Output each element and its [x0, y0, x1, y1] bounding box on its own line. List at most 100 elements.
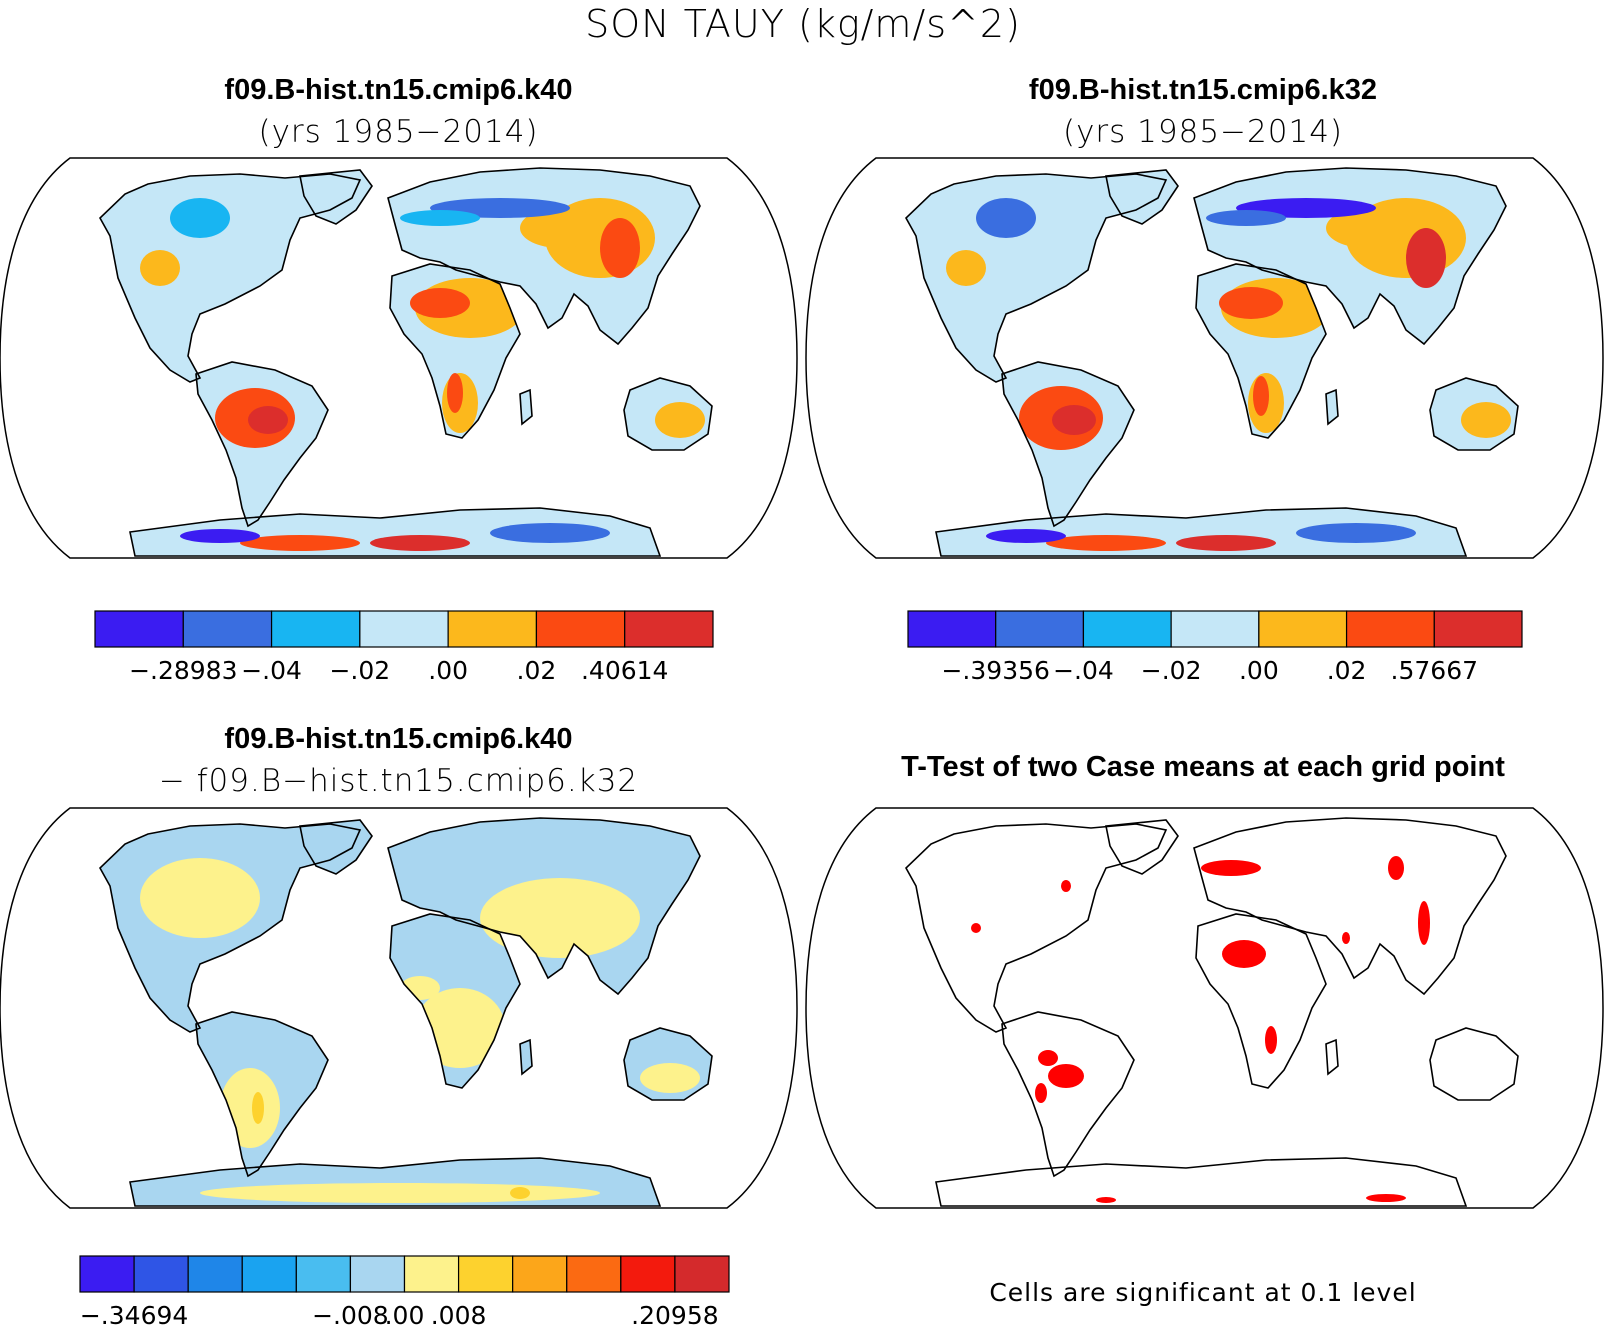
p1-field: [100, 168, 712, 556]
field-patch: [170, 198, 230, 238]
p2-coastlines: [905, 167, 1519, 557]
field-patch: [370, 535, 470, 551]
colorbar-tick-label: .02: [517, 656, 557, 685]
field-patch: [140, 858, 260, 938]
colorbar-swatch: [566, 1255, 622, 1293]
p1-map-border: [0, 157, 798, 559]
colorbar-tick-label: .40614: [581, 656, 668, 685]
colorbar-swatch: [1082, 610, 1172, 648]
field-patch: [1176, 535, 1276, 551]
field-patch: [1201, 860, 1261, 876]
colorbar-tick-label: .00: [1239, 656, 1279, 685]
colorbar-tick-label: −.34694: [80, 1301, 188, 1330]
field-patch: [1418, 901, 1430, 945]
colorbar-swatch: [995, 610, 1085, 648]
coastline-madagascar: [1325, 388, 1339, 426]
panel1-map: [0, 157, 798, 559]
coastline-southAmerica: [195, 1011, 329, 1178]
panel3-subtitle: − f09.B−hist.tn15.cmip6.k32: [158, 763, 639, 799]
colorbar-swatch: [182, 610, 273, 648]
field-patch: [200, 1183, 600, 1203]
p3-map-border: [0, 807, 798, 1209]
field-patch: [1342, 932, 1350, 944]
land-madagascar: [1326, 390, 1338, 424]
colorbar-swatch: [1170, 610, 1260, 648]
panel3-map: [0, 807, 798, 1209]
field-patch: [252, 1092, 264, 1124]
colorbar-swatch: [295, 1255, 352, 1293]
coastline-southAmerica: [1001, 361, 1135, 528]
colorbar-swatch: [270, 610, 361, 648]
figure-title: SON TAUY (kg/m/s^2): [585, 2, 1021, 46]
panel4-title: T-Test of two Case means at each grid po…: [901, 751, 1505, 783]
field-patch: [510, 1187, 530, 1199]
colorbar-swatch: [447, 610, 538, 648]
land-australia: [1430, 1028, 1518, 1100]
colorbar-swatch: [187, 1255, 243, 1293]
coastline-southAmerica: [1001, 1011, 1135, 1178]
field-patch: [1296, 523, 1416, 543]
panel1-colorbar: −.28983 −.04 −.02 .00 .02 .40614: [94, 610, 714, 685]
colorbar-swatch: [624, 610, 714, 648]
panel3-colorbar: −.34694 −.008.00.008 .20958: [79, 1255, 730, 1330]
significance-note: Cells are significant at 0.1 level: [989, 1278, 1417, 1307]
field-patch: [1206, 210, 1286, 226]
coastline-southAmerica: [195, 361, 329, 528]
colorbar-tick-label: .20958: [631, 1301, 718, 1330]
field-patch: [240, 535, 360, 551]
field-patch: [976, 198, 1036, 238]
p4-map-border: [805, 807, 1604, 1209]
colorbar-tick-label: .00: [385, 1301, 425, 1330]
colorbar-swatch: [359, 610, 449, 648]
coastline-africa: [1195, 263, 1327, 439]
colorbar-swatch: [403, 1255, 460, 1293]
coastline-antarctica: [935, 1157, 1468, 1207]
coastline-madagascar: [519, 1038, 533, 1076]
colorbar-tick-label: −.02: [329, 656, 390, 685]
field-patch: [410, 288, 470, 318]
land-northAmerica: [906, 824, 1166, 1032]
land-africa: [1196, 914, 1326, 1088]
field-patch: [1061, 880, 1071, 892]
colorbar-tick-label: .00: [428, 656, 468, 685]
field-patch: [490, 523, 610, 543]
field-patch: [1219, 287, 1283, 319]
coastline-greenland: [1105, 169, 1179, 225]
field-patch: [1388, 856, 1404, 880]
colorbar-swatch: [907, 610, 997, 648]
coastline-africa: [389, 263, 521, 439]
panel3-title: f09.B-hist.tn15.cmip6.k40: [224, 723, 573, 755]
colorbar-tick-label: −.02: [1141, 656, 1202, 685]
coastline-australia: [623, 377, 713, 451]
colorbar-tick-label: −.008: [312, 1301, 389, 1330]
p2-field: [906, 168, 1518, 556]
coastline-greenland: [1105, 819, 1179, 875]
field-patch: [986, 529, 1066, 543]
panel1-title: f09.B-hist.tn15.cmip6.k40: [224, 74, 573, 106]
field-patch: [600, 218, 640, 278]
field-patch: [640, 1063, 700, 1093]
field-patch: [1046, 535, 1166, 551]
field-patch: [1406, 228, 1446, 288]
field-patch: [1326, 208, 1406, 248]
land-antarctica: [936, 1158, 1466, 1206]
coastline-antarctica: [935, 507, 1468, 557]
land-northAmerica: [906, 174, 1166, 382]
panel1-subtitle: (yrs 1985−2014): [258, 114, 539, 150]
coastline-northAmerica: [99, 173, 362, 383]
field-patch: [606, 1002, 618, 1014]
field-patch: [1265, 1026, 1277, 1054]
field-patch: [1222, 940, 1266, 968]
colorbar-tick-label: −.39356: [941, 656, 1049, 685]
field-patch: [1052, 405, 1096, 435]
colorbar-tick-label: .02: [1327, 656, 1367, 685]
colorbar-tick-label: .008: [431, 1301, 487, 1330]
colorbar-swatch: [94, 610, 184, 648]
field-patch: [415, 988, 505, 1068]
coastline-greenland: [299, 819, 373, 875]
land-southAmerica: [1002, 1012, 1134, 1176]
field-patch: [1035, 1083, 1047, 1103]
coastline-australia: [1429, 1027, 1519, 1101]
colorbar-swatch: [620, 1255, 676, 1293]
colorbar-swatch: [241, 1255, 297, 1293]
